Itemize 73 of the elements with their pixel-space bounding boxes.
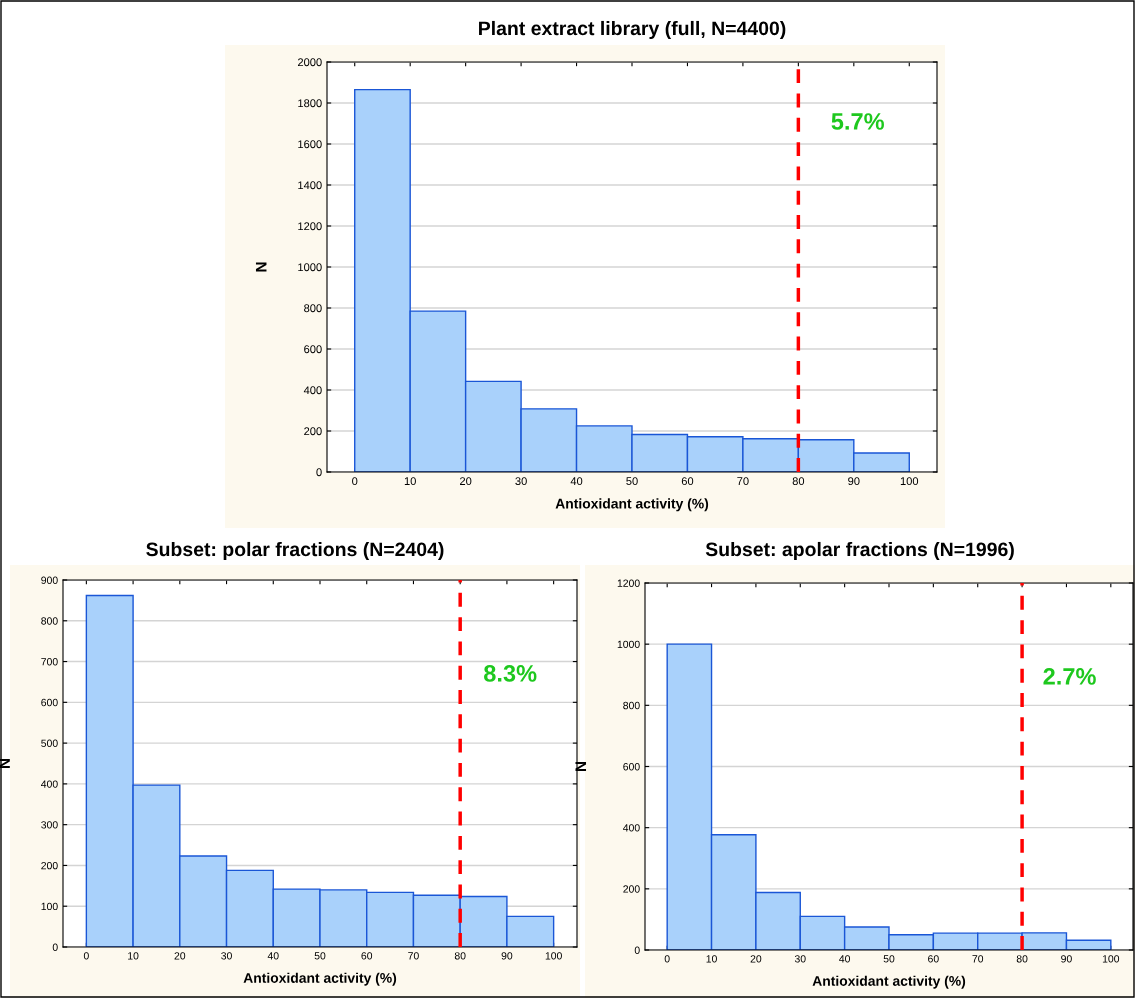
y-tick-label: 200 bbox=[41, 861, 58, 870]
y-tick-label: 1000 bbox=[617, 640, 640, 649]
x-tick-label: 20 bbox=[750, 955, 762, 963]
x-tick-label: 80 bbox=[1016, 955, 1028, 963]
y-tick-label: 100 bbox=[41, 902, 58, 911]
x-tick-label: 10 bbox=[404, 477, 416, 486]
x-tick-label: 100 bbox=[900, 477, 919, 486]
x-tick-label: 40 bbox=[570, 477, 583, 486]
y-tick-label: 2000 bbox=[297, 58, 322, 67]
annotation: 2.7% bbox=[1043, 668, 1096, 685]
y-tick-label: 200 bbox=[623, 885, 640, 893]
x-tick-label: 90 bbox=[1061, 955, 1072, 963]
x-tick-label: 50 bbox=[314, 952, 326, 960]
y-axis-title: N bbox=[0, 759, 10, 768]
y-tick-label: 1000 bbox=[298, 263, 322, 272]
x-tick-label: 70 bbox=[408, 952, 419, 960]
x-tick-label: 90 bbox=[848, 477, 860, 486]
y-tick-label: 400 bbox=[623, 824, 640, 832]
y-tick-label: 700 bbox=[41, 658, 58, 666]
annotation: 5.7% bbox=[831, 113, 884, 130]
x-tick-label: 0 bbox=[664, 955, 670, 963]
y-tick-label: 1400 bbox=[298, 181, 322, 190]
y-tick-label: 600 bbox=[623, 763, 640, 771]
y-tick-label: 0 bbox=[316, 468, 322, 477]
y-tick-label: 800 bbox=[623, 701, 640, 710]
x-tick-label: 0 bbox=[352, 477, 358, 486]
x-axis-title: Antioxidant activity (%) bbox=[812, 975, 966, 989]
x-tick-label: 10 bbox=[706, 955, 717, 963]
annotation: 8.3% bbox=[484, 665, 537, 682]
y-tick-label: 0 bbox=[52, 943, 58, 951]
x-tick-label: 80 bbox=[792, 477, 805, 486]
x-tick-label: 50 bbox=[883, 955, 895, 963]
chart-title: Plant extract library (full, N=4400) bbox=[479, 20, 786, 40]
x-tick-label: 10 bbox=[128, 952, 139, 960]
x-tick-label: 30 bbox=[515, 477, 527, 486]
x-axis-title: Antioxidant activity (%) bbox=[243, 972, 397, 986]
x-tick-label: 60 bbox=[681, 477, 694, 486]
x-tick-label: 30 bbox=[794, 955, 806, 963]
y-tick-label: 0 bbox=[634, 946, 640, 954]
y-tick-label: 200 bbox=[304, 427, 322, 436]
x-tick-label: 70 bbox=[737, 477, 749, 486]
x-tick-label: 0 bbox=[83, 952, 89, 960]
y-tick-label: 400 bbox=[41, 780, 58, 788]
y-tick-label: 900 bbox=[41, 576, 58, 584]
chart-title: Subset: apolar fractions (N=1996) bbox=[705, 541, 1014, 561]
x-tick-label: 60 bbox=[361, 952, 373, 960]
y-axis-title: N bbox=[255, 262, 267, 272]
x-tick-label: 40 bbox=[839, 955, 851, 963]
x-tick-label: 100 bbox=[1102, 955, 1120, 963]
x-tick-label: 20 bbox=[174, 952, 186, 960]
y-tick-label: 300 bbox=[41, 821, 58, 829]
y-tick-label: 1800 bbox=[298, 99, 322, 108]
x-tick-label: 20 bbox=[460, 477, 472, 486]
x-tick-label: 30 bbox=[221, 952, 232, 960]
y-tick-label: 800 bbox=[41, 617, 58, 625]
x-tick-label: 90 bbox=[501, 952, 513, 960]
y-axis-title: N bbox=[575, 762, 587, 771]
y-tick-label: 800 bbox=[304, 304, 322, 313]
y-tick-label: 1200 bbox=[617, 579, 640, 587]
x-tick-label: 60 bbox=[928, 955, 939, 963]
x-tick-label: 40 bbox=[267, 952, 279, 960]
chart-title: Subset: polar fractions (N=2404) bbox=[146, 541, 444, 561]
x-tick-label: 100 bbox=[545, 952, 562, 960]
x-axis-title: Antioxidant activity (%) bbox=[555, 498, 709, 512]
y-tick-label: 600 bbox=[304, 345, 322, 354]
x-tick-label: 50 bbox=[626, 477, 638, 486]
y-tick-label: 1600 bbox=[298, 140, 322, 149]
y-tick-label: 400 bbox=[303, 386, 322, 395]
x-tick-label: 70 bbox=[972, 955, 984, 963]
y-tick-label: 500 bbox=[41, 739, 58, 747]
y-tick-label: 600 bbox=[41, 698, 58, 707]
x-tick-label: 80 bbox=[454, 952, 466, 960]
y-tick-label: 1200 bbox=[298, 222, 322, 231]
